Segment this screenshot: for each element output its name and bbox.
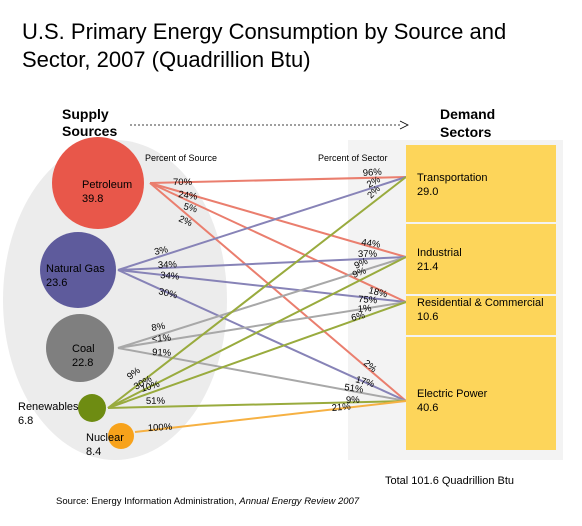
flow-line-petroleum-industrial xyxy=(149,182,407,258)
source-value-nuclear: 8.4 xyxy=(86,446,101,458)
sector-name-industrial: Industrial xyxy=(417,247,462,259)
pct-of-sector-coal-industrial: 9% xyxy=(351,265,368,281)
sector-value-industrial: 21.4 xyxy=(417,261,438,273)
source-note-text: Source: Energy Information Administratio… xyxy=(56,496,240,507)
sector-box-industrial xyxy=(406,224,556,294)
sector-name-residential: Residential & Commercial xyxy=(417,297,544,309)
arrow-head-icon xyxy=(399,120,409,130)
supply-header: Supply xyxy=(62,106,109,122)
source-name-natural_gas: Natural Gas xyxy=(46,263,105,275)
percent-of-source-label: Percent of Source xyxy=(145,153,217,163)
sector-box-residential xyxy=(406,296,556,335)
sector-value-transportation: 29.0 xyxy=(417,186,438,198)
pct-of-source-petroleum-electric: 2% xyxy=(177,214,194,230)
pct-of-source-natural_gas-industrial: 34% xyxy=(158,259,178,271)
pct-of-sector-petroleum-transportation: 96% xyxy=(362,167,382,179)
flow-line-natural_gas-residential xyxy=(117,269,407,303)
coal-circle xyxy=(46,314,114,382)
petroleum-circle xyxy=(52,137,144,229)
flow-line-petroleum-transportation xyxy=(149,176,407,184)
pct-of-sector-renewables-residential: 6% xyxy=(350,310,366,324)
pct-of-source-petroleum-transportation: 70% xyxy=(173,177,193,188)
pct-of-source-coal-residential: <1% xyxy=(151,333,172,345)
pct-of-source-coal-industrial: 8% xyxy=(151,321,167,334)
demand-header: Demand xyxy=(440,106,495,122)
renewables-circle xyxy=(78,394,106,422)
flow-line-petroleum-residential xyxy=(149,182,407,303)
flow-line-renewables-electric xyxy=(107,400,407,409)
nuclear-circle xyxy=(108,423,134,449)
pct-of-sector-petroleum-residential: 18% xyxy=(367,285,389,300)
pct-of-source-renewables-residential: 10% xyxy=(140,379,162,395)
flow-line-petroleum-electric xyxy=(149,182,407,402)
source-value-natural_gas: 23.6 xyxy=(46,277,67,289)
sector-box-electric xyxy=(406,337,556,450)
pct-of-sector-natural_gas-industrial: 37% xyxy=(358,249,378,260)
pct-of-source-petroleum-industrial: 24% xyxy=(178,189,199,203)
pct-of-sector-nuclear-electric: 21% xyxy=(331,401,351,414)
source-note: Source: Energy Information Administratio… xyxy=(56,496,359,507)
flow-line-natural_gas-industrial xyxy=(117,256,407,271)
pct-of-sector-renewables-industrial: 9% xyxy=(353,256,371,272)
source-note-publication: Annual Energy Review 2007 xyxy=(239,496,360,507)
flow-line-renewables-industrial xyxy=(107,256,407,409)
flow-line-coal-residential xyxy=(117,301,407,349)
source-name-coal: Coal xyxy=(72,343,95,355)
pct-of-sector-natural_gas-residential: 75% xyxy=(358,294,378,306)
supply-header: Sources xyxy=(62,123,117,139)
source-value-coal: 22.8 xyxy=(72,357,93,369)
pct-of-sector-natural_gas-electric: 17% xyxy=(354,374,376,390)
demand-header: Sectors xyxy=(440,124,492,140)
pct-of-sector-renewables-electric: 9% xyxy=(346,395,360,406)
sector-name-transportation: Transportation xyxy=(417,172,488,184)
sector-box-transportation xyxy=(406,145,556,222)
pct-of-source-natural_gas-transportation: 3% xyxy=(153,244,169,258)
total-label: Total 101.6 Quadrillion Btu xyxy=(385,475,515,487)
source-name-renewables: Renewables xyxy=(18,401,79,413)
supply-panel xyxy=(3,140,227,460)
flow-line-natural_gas-transportation xyxy=(117,176,407,271)
pct-of-source-petroleum-residential: 5% xyxy=(182,201,199,215)
source-value-petroleum: 39.8 xyxy=(82,193,103,205)
flow-line-renewables-residential xyxy=(107,301,407,409)
flow-line-coal-industrial xyxy=(117,256,407,349)
pct-of-sector-coal-electric: 51% xyxy=(344,382,365,396)
source-value-renewables: 6.8 xyxy=(18,415,33,427)
pct-of-source-natural_gas-electric: 30% xyxy=(157,286,179,301)
pct-of-sector-petroleum-industrial: 44% xyxy=(361,237,382,251)
page-title: U.S. Primary Energy Consumption by Sourc… xyxy=(22,19,507,72)
pct-of-source-renewables-electric: 51% xyxy=(146,396,166,407)
flow-line-renewables-transportation xyxy=(107,176,407,409)
sector-value-electric: 40.6 xyxy=(417,402,438,414)
sector-name-electric: Electric Power xyxy=(417,388,488,400)
flow-line-nuclear-electric xyxy=(134,400,407,433)
percent-of-sector-label: Percent of Sector xyxy=(318,153,388,163)
pct-of-sector-coal-residential: 1% xyxy=(357,303,372,315)
source-name-petroleum: Petroleum xyxy=(82,179,132,191)
natural-gas-circle xyxy=(40,232,116,308)
pct-of-source-natural_gas-residential: 34% xyxy=(160,270,180,283)
sector-value-residential: 10.6 xyxy=(417,311,438,323)
flow-line-natural_gas-electric xyxy=(117,269,407,402)
pct-of-source-coal-electric: 91% xyxy=(152,347,172,359)
source-name-nuclear: Nuclear xyxy=(86,432,124,444)
pct-of-source-nuclear-electric: 100% xyxy=(148,422,173,434)
flow-line-coal-electric xyxy=(117,347,407,402)
